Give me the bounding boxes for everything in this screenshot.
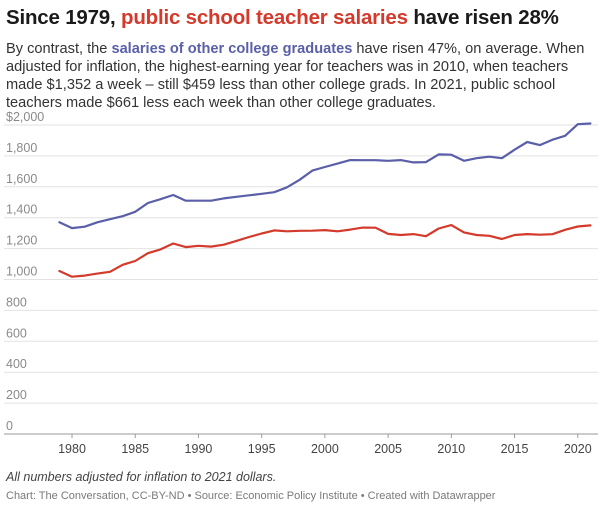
line-chart: 0 200 400 600 800 1,000 1,200 1,400 1,600 1,800 $2… <box>4 110 598 456</box>
title-tail: have risen 28% <box>407 6 559 29</box>
x-tick-label: 1995 <box>248 442 276 456</box>
y-tick-label: 200 <box>6 388 27 402</box>
x-axis-ticks: 1980 1985 1990 1995 2000 2005 2010 2015 2020 <box>58 434 592 456</box>
x-tick-label: 1980 <box>58 442 86 456</box>
chart-title: Since 1979, public school teacher salari… <box>6 6 559 30</box>
y-axis-ticks: 0 200 400 600 800 1,000 1,200 1,400 1,600 1,800 $2… <box>6 110 44 433</box>
x-tick-label: 2005 <box>374 442 402 456</box>
x-tick-label: 2020 <box>564 442 592 456</box>
desc-highlight-graduates: salaries of other college graduates <box>111 41 353 57</box>
desc-lead: By contrast, the <box>6 41 112 57</box>
grid-lines <box>4 124 598 435</box>
chart-note: All numbers adjusted for inflation to 20… <box>6 470 277 484</box>
y-tick-label: 1,600 <box>6 172 37 186</box>
series-line-teachers <box>58 223 592 278</box>
desc-tail: have risen 47%, on average. When adjuste… <box>6 41 585 111</box>
y-tick-label: 1,000 <box>6 265 37 279</box>
y-tick-label: 600 <box>6 326 27 340</box>
chart-source: Chart: The Conversation, CC-BY-ND • Sour… <box>6 490 496 502</box>
y-tick-label: 1,800 <box>6 141 37 155</box>
series-lines <box>58 122 592 278</box>
x-tick-label: 1990 <box>185 442 213 456</box>
y-tick-label: 1,200 <box>6 234 37 248</box>
y-tick-label: 800 <box>6 295 27 309</box>
title-lead: Since 1979, <box>6 6 121 29</box>
x-tick-label: 2015 <box>501 442 529 456</box>
y-tick-label: $2,000 <box>6 110 44 124</box>
x-tick-label: 2010 <box>437 442 465 456</box>
y-tick-label: 0 <box>6 419 13 433</box>
title-highlight-teachers: public school teacher salaries <box>121 6 408 29</box>
x-tick-label: 2000 <box>311 442 339 456</box>
chart-description: By contrast, the salaries of other colle… <box>6 40 606 112</box>
series-line-graduates <box>58 122 592 230</box>
x-tick-label: 1985 <box>121 442 149 456</box>
y-tick-label: 400 <box>6 357 27 371</box>
y-tick-label: 1,400 <box>6 203 37 217</box>
